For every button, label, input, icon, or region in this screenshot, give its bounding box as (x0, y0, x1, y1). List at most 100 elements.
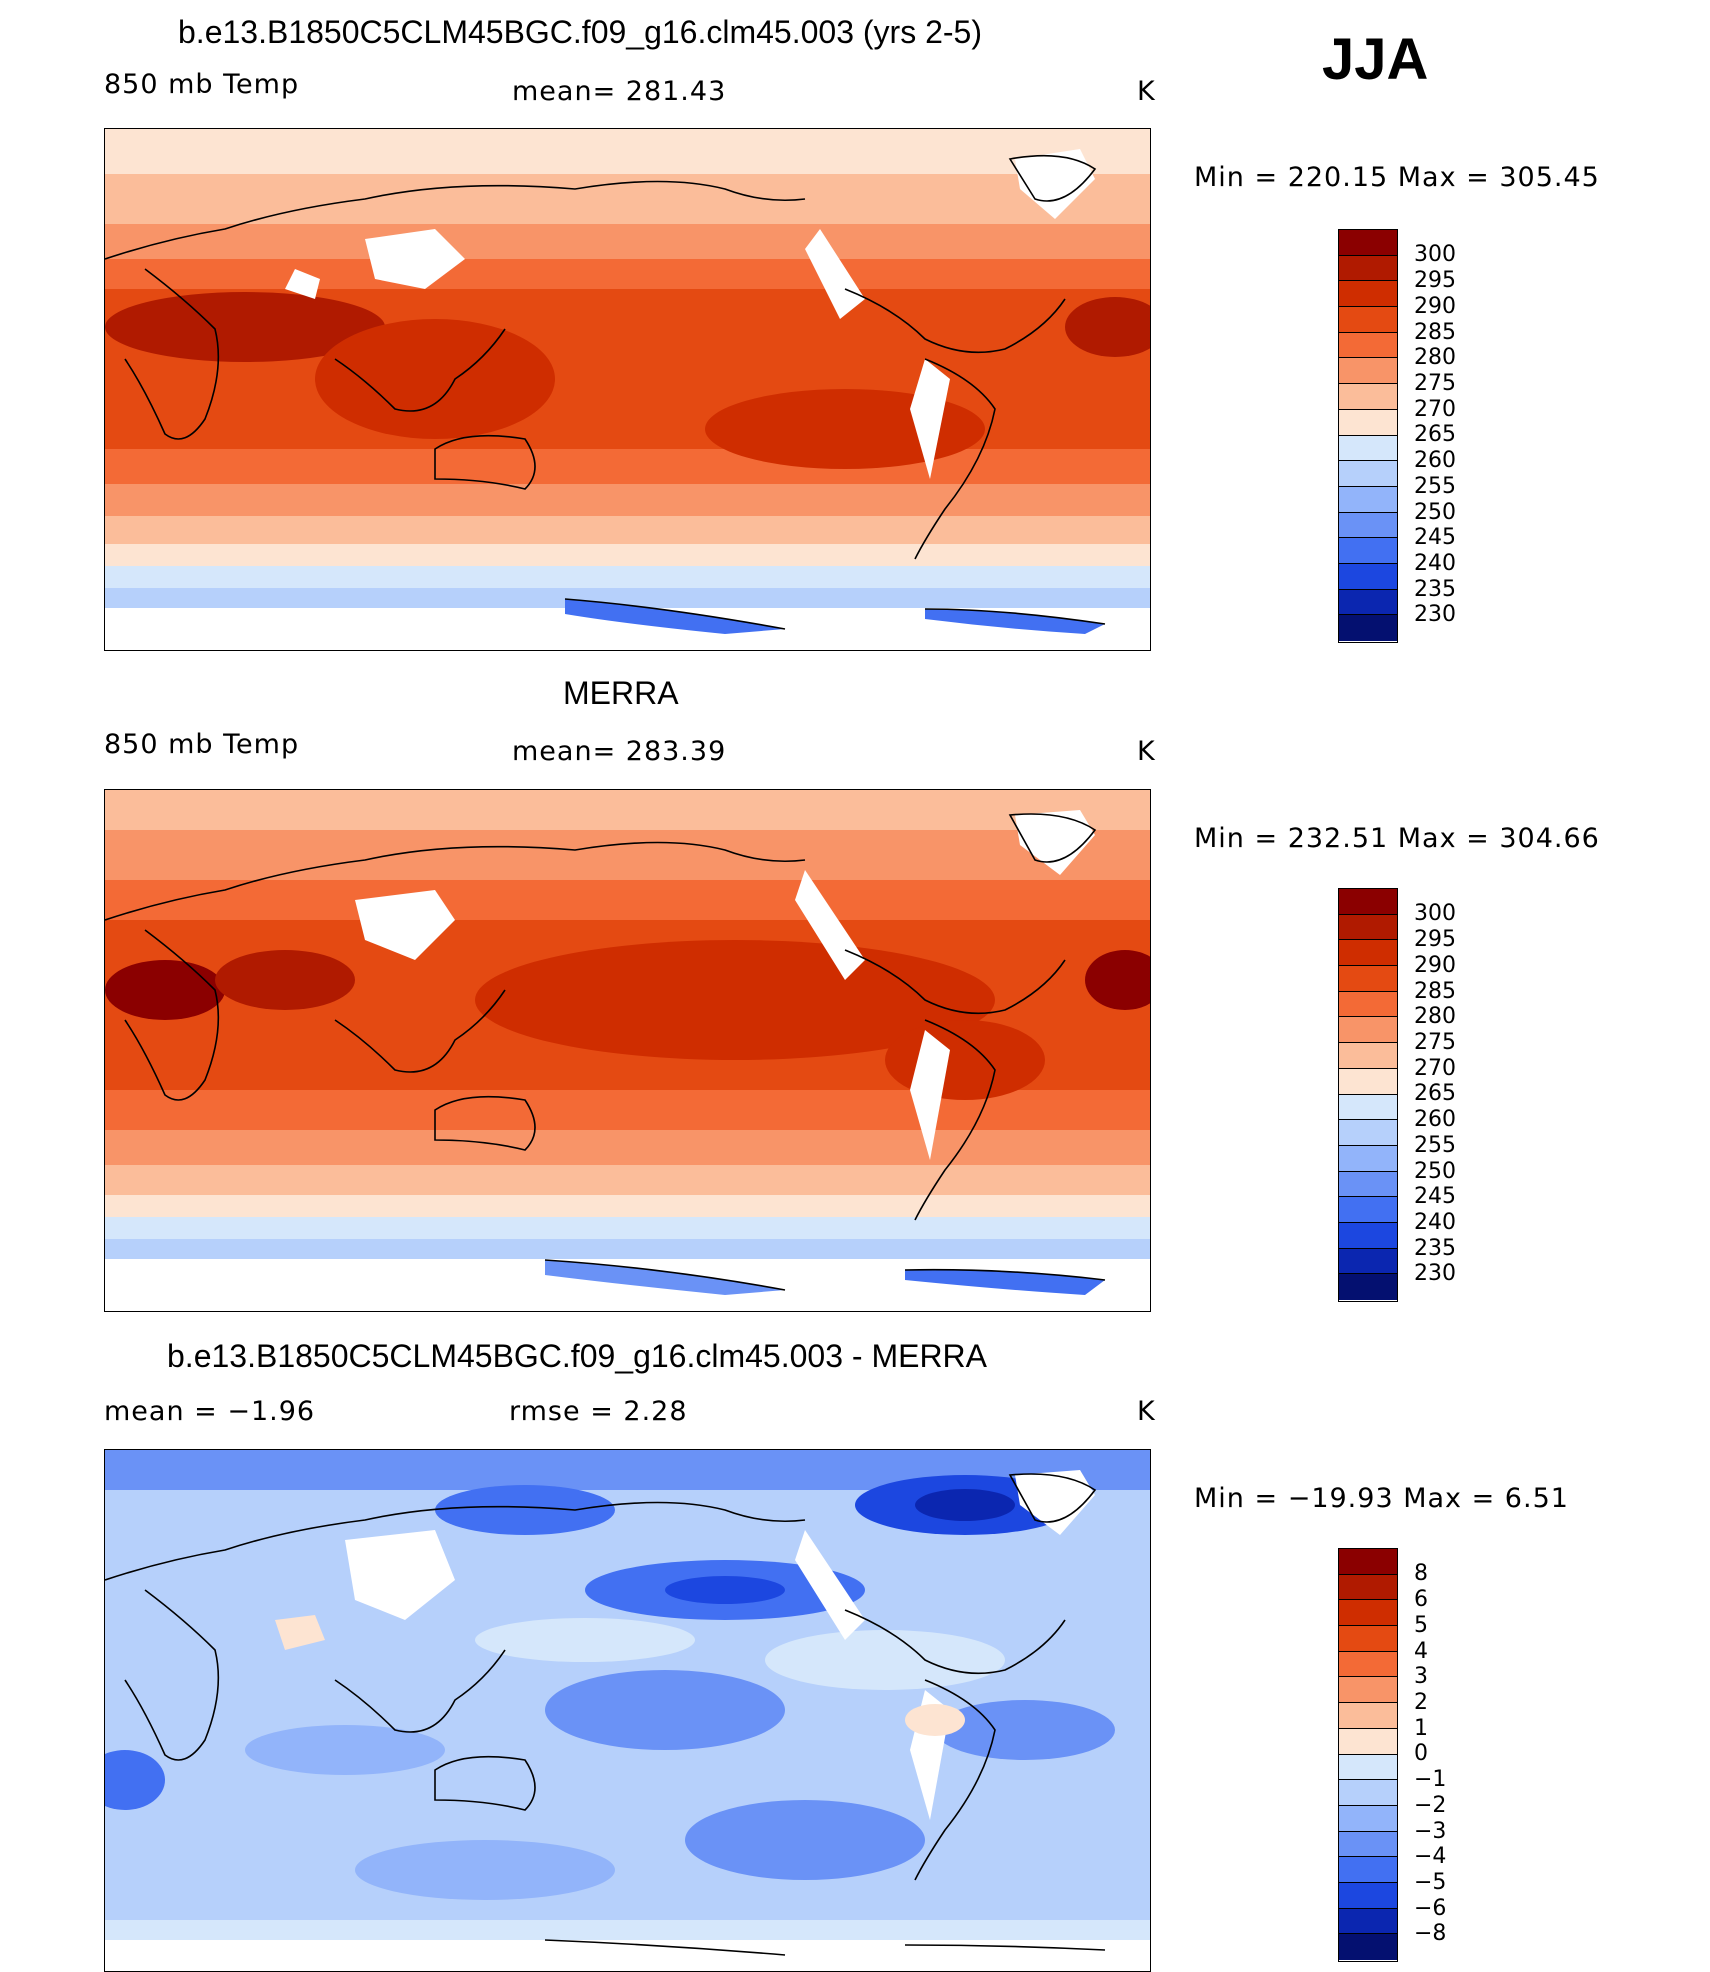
panel3-colorbar-tick: 6 (1414, 1587, 1428, 1612)
panel2-colorbar-tick: 290 (1414, 953, 1456, 978)
panel1-colorbar-tick: 240 (1414, 551, 1456, 576)
panel3-colorbar-tick: −8 (1414, 1921, 1447, 1946)
panel3-colorbar-box (1339, 1728, 1397, 1755)
panel2-colorbar-box (1339, 1068, 1397, 1095)
panel1-colorbar-box (1339, 281, 1397, 308)
panel3-colorbar-tick: 5 (1414, 1613, 1428, 1638)
panel1-colorbar-tick: 295 (1414, 268, 1456, 293)
panel2-colorbar-tick: 255 (1414, 1133, 1456, 1158)
panel1-minmax-label: Min = 220.15 Max = 305.45 (1194, 162, 1600, 193)
panel2-colorbar-tick: 300 (1414, 901, 1456, 926)
panel1-colorbar-tick: 265 (1414, 422, 1456, 447)
panel2-colorbar-box (1339, 1248, 1397, 1275)
panel2-colorbar-tick: 235 (1414, 1236, 1456, 1261)
panel1-map (104, 128, 1151, 651)
panel2-units-label: K (1137, 736, 1156, 767)
panel2-mean-label: mean= 283.39 (512, 736, 727, 767)
panel3-units-label: K (1137, 1396, 1156, 1427)
panel3-colorbar-tick: −5 (1414, 1870, 1447, 1895)
panel1-colorbar-box (1339, 409, 1397, 436)
panel3-colorbar-tick: 2 (1414, 1690, 1428, 1715)
panel1-colorbar-box (1339, 358, 1397, 385)
panel1-colorbar-tick: 290 (1414, 294, 1456, 319)
panel2-colorbar-tick: 250 (1414, 1159, 1456, 1184)
panel3-colorbar-box (1339, 1703, 1397, 1729)
panel2-colorbar-tick: 285 (1414, 979, 1456, 1004)
panel1-colorbar-box (1339, 538, 1397, 564)
panel3-colorbar-tick: −4 (1414, 1844, 1447, 1869)
panel1-colorbar-box (1339, 486, 1397, 513)
panel1-colorbar-tick: 230 (1414, 602, 1456, 627)
panel2-map (104, 789, 1151, 1312)
panel1-colorbar-tick: 245 (1414, 525, 1456, 550)
panel3-colorbar-tick: 8 (1414, 1561, 1428, 1586)
panel2-colorbar-box (1339, 966, 1397, 992)
panel2-map-field (105, 790, 1150, 1311)
panel2-colorbar-box (1339, 1120, 1397, 1146)
panel3-colorbar-tick: −3 (1414, 1819, 1447, 1844)
panel1-colorbar (1338, 229, 1398, 643)
panel1-colorbar-box (1339, 563, 1397, 590)
panel3-colorbar-tick: −1 (1414, 1767, 1447, 1792)
panel3-colorbar-box (1339, 1574, 1397, 1601)
panel3-colorbar-tick: −2 (1414, 1793, 1447, 1818)
panel1-variable-label: 850 mb Temp (104, 69, 300, 100)
panel3-colorbar-box (1339, 1857, 1397, 1883)
panel2-colorbar-tick: 270 (1414, 1056, 1456, 1081)
panel2-colorbar-box (1339, 1274, 1397, 1300)
panel3-colorbar-tick: 4 (1414, 1639, 1428, 1664)
panel1-title: b.e13.B1850C5CLM45BGC.f09_g16.clm45.003 … (178, 14, 982, 50)
panel1-colorbar-tick: 300 (1414, 242, 1456, 267)
panel2-colorbar-tick: 240 (1414, 1210, 1456, 1235)
panel3-colorbar-box (1339, 1754, 1397, 1781)
panel3-title: b.e13.B1850C5CLM45BGC.f09_g16.clm45.003 … (167, 1338, 987, 1374)
panel3-colorbar-tick: 0 (1414, 1741, 1428, 1766)
panel1-colorbar-tick: 255 (1414, 474, 1456, 499)
panel2-colorbar-tick: 280 (1414, 1004, 1456, 1029)
panel3-colorbar-box (1339, 1780, 1397, 1806)
panel3-colorbar-box (1339, 1908, 1397, 1935)
panel1-mean-label: mean= 281.43 (512, 76, 727, 107)
panel3-map-field (105, 1450, 1150, 1971)
panel1-colorbar-box (1339, 512, 1397, 539)
panel2-colorbar-box (1339, 1197, 1397, 1223)
panel3-colorbar-box (1339, 1805, 1397, 1832)
panel2-colorbar-box (1339, 1043, 1397, 1069)
panel1-colorbar-box (1339, 230, 1397, 256)
panel2-colorbar-box (1339, 1222, 1397, 1249)
panel1-colorbar-box (1339, 435, 1397, 462)
panel3-colorbar-box (1339, 1549, 1397, 1575)
panel2-colorbar-tick: 275 (1414, 1030, 1456, 1055)
panel3-colorbar-tick: 1 (1414, 1716, 1428, 1741)
panel2-colorbar-tick: 265 (1414, 1081, 1456, 1106)
panel1-colorbar-box (1339, 615, 1397, 641)
panel1-colorbar-box (1339, 384, 1397, 410)
panel1-colorbar-box (1339, 255, 1397, 282)
panel1-colorbar-tick: 285 (1414, 320, 1456, 345)
panel2-colorbar-box (1339, 1145, 1397, 1172)
panel2-colorbar-box (1339, 940, 1397, 967)
panel2-colorbar-box (1339, 914, 1397, 941)
panel1-colorbar-tick: 235 (1414, 577, 1456, 602)
panel1-units-label: K (1137, 76, 1156, 107)
panel1-colorbar-tick: 270 (1414, 397, 1456, 422)
panel3-minmax-label: Min = −19.93 Max = 6.51 (1194, 1483, 1569, 1514)
panel3-colorbar-tick: 3 (1414, 1664, 1428, 1689)
panel2-variable-label: 850 mb Temp (104, 729, 300, 760)
panel3-colorbar-box (1339, 1882, 1397, 1909)
panel2-colorbar (1338, 888, 1398, 1302)
panel3-colorbar-box (1339, 1651, 1397, 1678)
panel3-colorbar-tick: −6 (1414, 1896, 1447, 1921)
panel3-colorbar-box (1339, 1831, 1397, 1858)
panel2-colorbar-tick: 245 (1414, 1184, 1456, 1209)
panel1-colorbar-tick: 250 (1414, 500, 1456, 525)
panel3-map (104, 1449, 1151, 1972)
panel2-colorbar-tick: 295 (1414, 927, 1456, 952)
panel3-mean-label: mean = −1.96 (104, 1396, 316, 1427)
panel2-colorbar-tick: 260 (1414, 1107, 1456, 1132)
panel1-colorbar-box (1339, 332, 1397, 359)
panel1-colorbar-box (1339, 461, 1397, 487)
panel1-colorbar-box (1339, 589, 1397, 616)
season-label: JJA (1322, 27, 1429, 92)
panel2-colorbar-box (1339, 1171, 1397, 1198)
